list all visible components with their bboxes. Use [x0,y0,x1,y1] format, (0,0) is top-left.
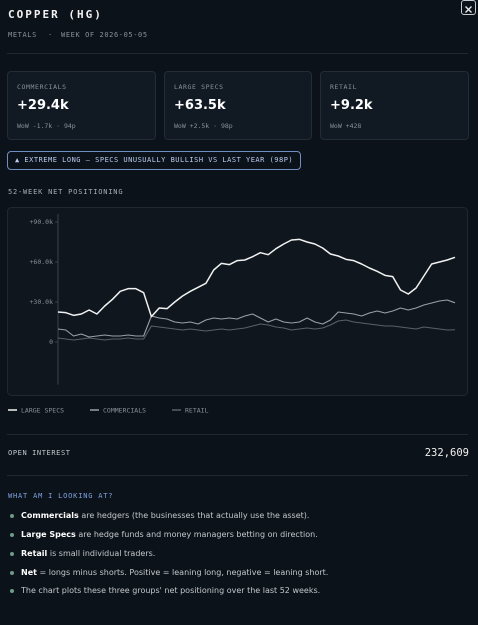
explainer-item: Large Specs are hedge funds and money ma… [10,530,318,539]
category: METALS [8,31,37,39]
y-tick-label: +30.0k [30,298,54,306]
term: Retail [21,549,48,558]
bullet [10,551,14,556]
bullet [10,532,14,537]
card-label: COMMERCIALS [17,83,67,91]
close-icon [465,6,472,13]
explainer-title: WHAT AM I LOOKING AT? [8,492,114,500]
term: Net [21,568,37,577]
card-label: LARGE SPECS [174,83,224,91]
card-value: +9.2k [330,98,373,113]
description: is small individual traders. [49,549,156,558]
description: are hedge funds and money managers betti… [78,530,318,539]
explainer-item: Commercials are hedgers (the businesses … [10,511,309,520]
divider [7,434,468,435]
description: The chart plots these three groups' net … [21,586,321,595]
card-value: +63.5k [174,98,226,113]
chart-title: 52-WEEK NET POSITIONING [8,188,124,196]
series-line [57,299,456,338]
description: are hedgers (the businesses that actuall… [81,511,310,520]
bullet [10,513,14,518]
y-tick-label: 0 [49,338,53,346]
explainer-item: Retail is small individual traders. [10,549,155,558]
open-interest-value: 232,609 [424,447,469,459]
card-change: WoW +428 [330,122,362,130]
legend-label: RETAIL [185,407,209,415]
close-button[interactable] [461,0,476,15]
stat-card: COMMERCIALS +29.4k WoW -1.7k · 94p [7,71,156,140]
page-title: COPPER (HG) [8,8,103,21]
explainer-item: Net = longs minus shorts. Positive = lea… [10,568,328,577]
description: = longs minus shorts. Positive = leaning… [39,568,329,577]
stat-card: LARGE SPECS +63.5k WoW +2.5k · 98p [164,71,312,140]
open-interest-label: OPEN INTEREST [8,449,71,457]
term: Commercials [21,511,79,520]
chart: +90.0k +60.0k +30.0k 0 LARGE SPECS COMMERCIAL… [7,207,468,415]
bullet [10,588,14,593]
card-value: +29.4k [17,98,69,113]
explainer-item: The chart plots these three groups' net … [10,586,320,595]
term: Large Specs [21,530,76,539]
divider [7,53,468,54]
alert-badge: ▲ EXTREME LONG — SPECS UNUSUALLY BULLISH… [7,151,302,170]
card-change: WoW +2.5k · 98p [174,122,233,130]
series-line [57,238,456,318]
y-tick-label: +90.0k [30,218,54,226]
y-tick-label: +60.0k [30,258,54,266]
card-label: RETAIL [330,83,358,91]
separator: · [48,31,53,39]
stat-card: RETAIL +9.2k WoW +428 [320,71,469,140]
legend-label: COMMERCIALS [103,407,146,415]
series-line [57,319,456,341]
chart-panel [7,207,468,396]
bullet [10,570,14,575]
card-change: WoW -1.7k · 94p [17,122,76,130]
week: WEEK OF 2026-05-05 [61,31,148,39]
legend-label: LARGE SPECS [21,407,64,415]
divider [7,475,468,476]
